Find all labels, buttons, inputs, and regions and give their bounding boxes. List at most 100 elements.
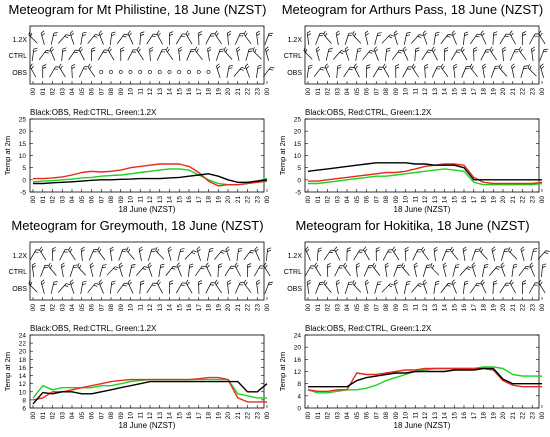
wind-barb-shaft: [442, 249, 446, 260]
wind-barb-flag: [532, 50, 536, 52]
wind-barb: [110, 32, 115, 46]
wind-barb-flag: [520, 247, 524, 249]
wind-barb-flag: [445, 48, 449, 50]
wind-barb: [523, 32, 527, 46]
wind-barb-flag: [390, 34, 394, 38]
wind-barb-flag: [427, 264, 431, 266]
x-tick-label: 23: [254, 412, 261, 420]
wind-barb-flag: [168, 249, 172, 251]
wind-barb-flag: [422, 31, 426, 34]
wind-barb: [50, 65, 60, 79]
wind-x-tick-label: 04: [69, 304, 76, 312]
x-tick-label: 06: [89, 412, 96, 420]
wind-barb-flag: [382, 64, 386, 67]
wind-barb-flag: [90, 263, 94, 265]
wind-barb-flag: [83, 32, 87, 34]
wind-barb: [316, 32, 324, 46]
wind-barb-flag: [526, 265, 530, 268]
wind-x-tick-label: 10: [128, 304, 135, 312]
wind-barb: [119, 263, 126, 277]
wind-barb: [529, 32, 539, 46]
y-tick-label: 20: [19, 129, 27, 136]
wind-barb-flag: [524, 65, 528, 67]
wind-barb-shaft: [500, 34, 506, 44]
wind-barb-shaft: [117, 34, 124, 44]
wind-barb-shaft: [128, 283, 133, 294]
wind-barb: [482, 264, 488, 278]
wind-barb-flag: [70, 280, 74, 283]
wind-barb: [529, 281, 539, 295]
wind-barb-flag: [349, 32, 353, 35]
wind-barb: [148, 248, 155, 262]
wind-x-tick-label: 00: [30, 304, 37, 312]
wind-row-label: 1.2X: [13, 37, 28, 44]
wind-barb-shaft: [186, 283, 192, 293]
wind-barb-shaft: [415, 49, 416, 61]
x-tick-label: 14: [167, 196, 174, 204]
wind-barb-shaft: [69, 50, 76, 60]
wind-barb-shaft: [481, 34, 486, 45]
wind-x-tick-label: 08: [383, 88, 390, 96]
wind-barb-shaft: [140, 33, 141, 45]
x-tick-label: 13: [157, 196, 164, 204]
wind-barb-shaft: [226, 249, 230, 260]
wind-barb-flag: [448, 282, 452, 285]
wind-barb-shaft: [186, 34, 192, 44]
wind-barb-shaft: [345, 282, 349, 293]
wind-barb-flag: [39, 247, 43, 250]
wind-barb: [81, 281, 87, 295]
wind-barb-shaft: [157, 50, 162, 61]
wind-barb-flag: [501, 265, 505, 268]
wind-barb-shaft: [404, 282, 406, 294]
wind-barb-shaft: [128, 34, 133, 45]
calm-wind-circle: [109, 70, 112, 73]
wind-barb-shaft: [539, 283, 545, 293]
wind-barb: [538, 280, 548, 293]
wind-barb: [538, 31, 548, 44]
wind-barb: [470, 33, 481, 46]
calm-wind-circle: [178, 70, 181, 73]
wind-barb-flag: [196, 247, 200, 250]
wind-barb-shaft: [98, 250, 105, 259]
wind-barb-flag: [306, 249, 310, 252]
wind-barb-flag: [119, 263, 123, 265]
wind-barb-flag: [240, 281, 244, 284]
wind-barb-flag: [139, 249, 143, 251]
x-tick-label: 18: [481, 196, 488, 204]
calm-wind-circle: [168, 70, 171, 73]
wind-barb: [32, 263, 37, 277]
wind-barb: [403, 65, 412, 79]
wind-barb-flag: [144, 265, 148, 268]
wind-barb-frame: [30, 242, 264, 300]
wind-barb-flag: [256, 280, 260, 282]
wind-barb-shaft: [333, 51, 341, 60]
wind-barb: [187, 48, 195, 62]
wind-barb-flag: [311, 264, 315, 267]
wind-barb-shaft: [306, 250, 311, 261]
wind-barb-shaft: [434, 282, 436, 294]
wind-barb-shaft: [166, 50, 173, 60]
wind-barb-shaft: [264, 266, 270, 276]
wind-barb-shaft: [375, 282, 378, 294]
wind-barb-flag: [385, 263, 389, 265]
calm-wind-circle: [207, 70, 210, 73]
wind-barb-flag: [486, 48, 490, 51]
wind-barb-flag: [141, 281, 145, 283]
wind-barb-flag: [521, 249, 525, 251]
wind-x-tick-label: 02: [50, 88, 57, 96]
wind-barb: [385, 263, 391, 277]
wind-barb: [523, 281, 527, 295]
wind-barb: [266, 248, 271, 262]
wind-barb: [140, 32, 144, 46]
x-tick-label: 17: [196, 412, 203, 420]
wind-barb: [235, 281, 244, 295]
wind-barb-shaft: [402, 266, 410, 275]
wind-barb: [531, 248, 537, 262]
wind-barb-shaft: [463, 33, 464, 45]
wind-barb: [469, 64, 480, 77]
wind-barb-flag: [356, 263, 360, 265]
wind-barb-flag: [399, 49, 403, 52]
wind-barb-flag: [147, 263, 151, 266]
wind-barb-flag: [327, 266, 331, 268]
